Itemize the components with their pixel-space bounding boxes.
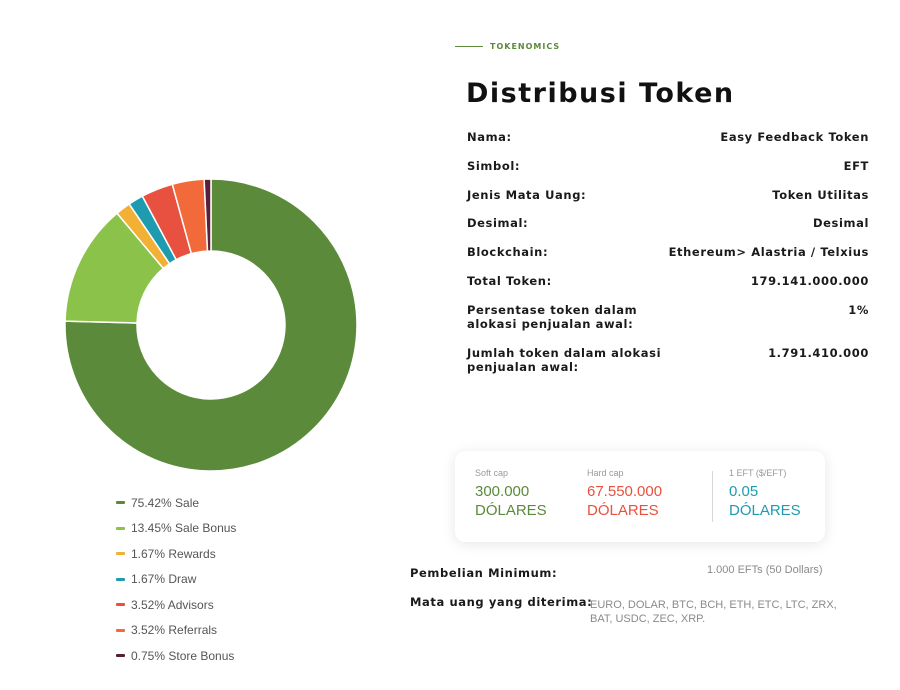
info-row-sale-amount: Jumlah token dalam alokasi penjualan awa… [467, 346, 869, 376]
legend-item: 1.67% Rewards [116, 541, 236, 567]
info-value: 1% [848, 303, 869, 317]
info-row-symbol: Simbol: EFT [467, 159, 869, 188]
hard-cap-label: Hard cap [587, 468, 624, 478]
accepted-currency-label: Mata uang yang diterima: [410, 595, 593, 609]
hard-cap-value: 67.550.000 [587, 483, 663, 500]
info-row-sale-percentage: Persentase token dalam alokasi penjualan… [467, 303, 869, 346]
hard-cap: Hard cap 67.550.000 DÓLARES [587, 468, 662, 521]
legend-label: 3.52% Referrals [131, 623, 218, 638]
legend-swatch [116, 654, 125, 658]
token-price: 1 EFT ($/EFT) 0.05 DÓLARES [729, 468, 801, 521]
info-key: Jumlah token dalam alokasi penjualan awa… [467, 346, 662, 374]
token-price-value: 0.05 [729, 483, 759, 500]
token-price-unit: DÓLARES [729, 502, 801, 519]
info-key: Nama: [467, 130, 512, 144]
info-row-decimals: Desimal: Desimal [467, 216, 869, 245]
info-key: Jenis Mata Uang: [467, 188, 587, 202]
legend-swatch [116, 577, 125, 581]
info-key: Blockchain: [467, 245, 549, 259]
legend-label: 3.52% Advisors [131, 597, 214, 612]
accepted-currency-line2: BAT, USDC, ZEC, XRP. [590, 613, 706, 625]
minimum-purchase-value: 1.000 EFTs (50 Dollars) [707, 564, 823, 576]
info-row-total-token: Total Token: 179.141.000.000 [467, 274, 869, 303]
info-value: EFT [843, 159, 869, 173]
legend-label: 13.45% Sale Bonus [131, 521, 237, 536]
token-info-table: Nama: Easy Feedback Token Simbol: EFT Je… [467, 130, 869, 376]
soft-cap-label: Soft cap [475, 468, 509, 478]
legend-swatch [116, 526, 125, 530]
hard-cap-unit: DÓLARES [587, 502, 659, 519]
chart-legend: 75.42% Sale 13.45% Sale Bonus 1.67% Reward… [116, 490, 236, 669]
info-key: Persentase token dalam alokasi penjualan… [467, 303, 638, 331]
donut-slice-0 [64, 178, 358, 472]
soft-cap-value: 300.000 [475, 483, 530, 500]
info-value: Desimal [812, 216, 869, 230]
kicker-text: TOKENOMICS [490, 42, 561, 51]
info-row-currency-type: Jenis Mata Uang: Token Utilitas [467, 188, 869, 216]
info-key: Simbol: [467, 159, 521, 173]
legend-label: 75.42% Sale [131, 495, 200, 510]
info-key: Total Token: [467, 274, 552, 288]
legend-item: 1.67% Draw [116, 567, 236, 593]
minimum-purchase-label: Pembelian Minimum: [410, 566, 558, 580]
info-value: 1.791.410.000 [768, 346, 869, 360]
info-key: Desimal: [467, 216, 529, 230]
legend-item: 75.42% Sale [116, 490, 236, 516]
legend-item: 0.75% Store Bonus [116, 643, 236, 669]
legend-swatch [116, 501, 125, 505]
token-price-label: 1 EFT ($/EFT) [729, 468, 787, 478]
legend-swatch [116, 628, 125, 632]
legend-item: 3.52% Referrals [116, 618, 236, 644]
legend-label: 1.67% Rewards [131, 546, 216, 561]
page-title: Distribusi Token [466, 78, 735, 109]
soft-cap-unit: DÓLARES [475, 502, 547, 519]
legend-swatch [116, 552, 125, 556]
caps-divider [712, 471, 713, 522]
info-value: Ethereum> Alastria / Telxius [668, 245, 869, 259]
legend-label: 1.67% Draw [131, 572, 197, 587]
legend-swatch [116, 603, 125, 607]
legend-item: 3.52% Advisors [116, 592, 236, 618]
info-row-name: Nama: Easy Feedback Token [467, 130, 869, 159]
section-kicker: TOKENOMICS [455, 42, 560, 51]
donut-slice-6 [203, 178, 212, 252]
info-value: Easy Feedback Token [720, 130, 869, 144]
token-distribution-donut-chart [64, 178, 358, 472]
caps-card: Soft cap 300.000 DÓLARES Hard cap 67.550… [455, 451, 825, 542]
legend-label: 0.75% Store Bonus [131, 648, 235, 663]
legend-item: 13.45% Sale Bonus [116, 516, 236, 542]
info-row-blockchain: Blockchain: Ethereum> Alastria / Telxius [467, 245, 869, 274]
info-value: Token Utilitas [772, 188, 869, 202]
soft-cap: Soft cap 300.000 DÓLARES [475, 468, 547, 521]
info-value: 179.141.000.000 [750, 274, 869, 288]
kicker-line [455, 46, 483, 47]
accepted-currency-line1: EURO, DOLAR, BTC, BCH, ETH, ETC, LTC, ZR… [590, 599, 837, 611]
